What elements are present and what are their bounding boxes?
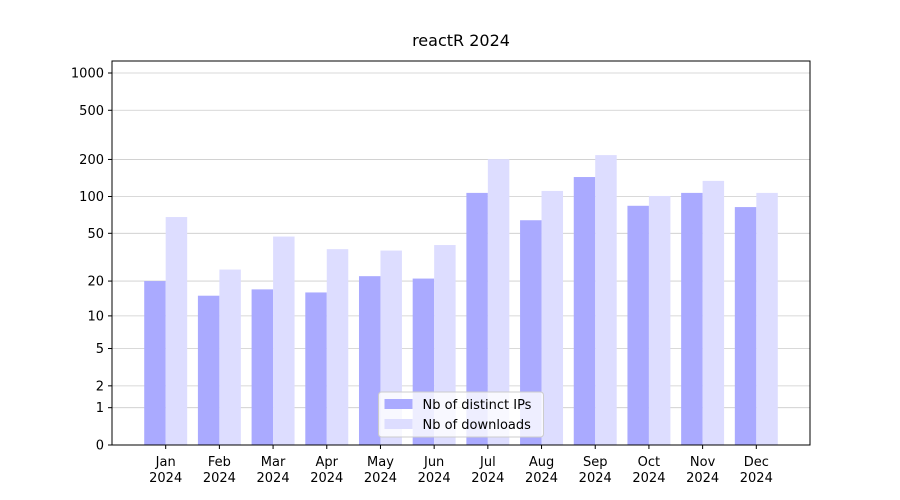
- x-tick-line: Jul: [479, 455, 496, 470]
- x-tick-label: Jan 2024: [149, 455, 182, 486]
- x-tick-line: 2024: [471, 471, 504, 486]
- x-tick-line: 2024: [686, 471, 719, 486]
- x-tick-label: May 2024: [364, 455, 397, 486]
- y-tick-label: 1: [96, 401, 104, 416]
- y-tick-label: 0: [96, 439, 104, 454]
- y-tick-label: 50: [87, 227, 104, 242]
- x-tick-line: Mar: [261, 455, 286, 470]
- bar: [219, 269, 241, 445]
- x-tick-line: 2024: [418, 471, 451, 486]
- bar: [358, 276, 381, 445]
- x-tick-line: 2024: [740, 471, 773, 486]
- x-tick-label: Sep 2024: [579, 455, 612, 486]
- x-tick-line: Sep: [583, 455, 608, 470]
- legend: Nb of distinct IPs Nb of downloads: [378, 391, 544, 438]
- x-tick-line: 2024: [632, 471, 665, 486]
- bar: [487, 159, 510, 445]
- x-tick-line: 2024: [364, 471, 397, 486]
- bar: [681, 192, 703, 445]
- x-tick-line: Oct: [638, 455, 660, 470]
- bar: [573, 177, 596, 445]
- x-tick-line: Aug: [529, 455, 554, 470]
- y-tick-label: 500: [79, 104, 104, 119]
- x-tick-line: May: [367, 455, 394, 470]
- x-tick-line: Apr: [316, 455, 339, 470]
- x-tick-label: Nov 2024: [686, 455, 719, 486]
- bar: [273, 236, 295, 445]
- x-tick-line: 2024: [525, 471, 558, 486]
- bar: [197, 295, 220, 445]
- x-tick-label: Dec 2024: [740, 455, 773, 486]
- chart-title: reactR 2024: [412, 31, 510, 50]
- bar: [144, 281, 166, 445]
- x-tick-label: Apr 2024: [310, 455, 343, 486]
- y-tick-label: 2: [96, 379, 104, 394]
- legend-label: Nb of downloads: [423, 418, 532, 433]
- legend-swatch: [384, 399, 413, 409]
- x-tick-line: 2024: [203, 471, 236, 486]
- x-tick-label: Aug 2024: [525, 455, 558, 486]
- x-tick-line: Jan: [155, 455, 176, 470]
- x-tick-line: Feb: [208, 455, 231, 470]
- bar: [756, 192, 778, 445]
- bar: [595, 155, 617, 445]
- x-tick-line: Nov: [690, 455, 716, 470]
- x-tick-label: Oct 2024: [632, 455, 665, 486]
- bar: [305, 292, 327, 445]
- x-tick-line: 2024: [579, 471, 612, 486]
- bar: [165, 217, 188, 445]
- bar: [702, 180, 725, 445]
- bar: [251, 289, 274, 445]
- bar: [520, 220, 542, 445]
- bar: [326, 249, 349, 445]
- bar: [466, 192, 488, 445]
- bar: [541, 190, 564, 445]
- y-tick-label: 200: [79, 153, 104, 168]
- x-tick-line: Jun: [423, 455, 444, 470]
- bar: [627, 205, 649, 445]
- x-tick-line: 2024: [149, 471, 182, 486]
- legend-label: Nb of distinct IPs: [423, 398, 532, 413]
- y-tick-label: 10: [87, 309, 104, 324]
- y-tick-label: 1000: [71, 67, 104, 82]
- bar: [648, 195, 671, 445]
- y-tick-label: 100: [79, 190, 104, 205]
- y-tick-label: 20: [87, 275, 104, 290]
- x-tick-line: Dec: [744, 455, 769, 470]
- x-tick-line: 2024: [257, 471, 290, 486]
- legend-box: [378, 391, 544, 438]
- x-tick-label: Jun 2024: [418, 455, 451, 486]
- axes-frame: [111, 60, 811, 446]
- x-tick-line: 2024: [310, 471, 343, 486]
- y-tick-label: 5: [96, 342, 104, 357]
- x-tick-label: Mar 2024: [257, 455, 290, 486]
- legend-swatch: [384, 419, 413, 429]
- bar: [734, 207, 757, 445]
- x-tick-label: Feb 2024: [203, 455, 236, 486]
- x-tick-label: Jul 2024: [471, 455, 504, 486]
